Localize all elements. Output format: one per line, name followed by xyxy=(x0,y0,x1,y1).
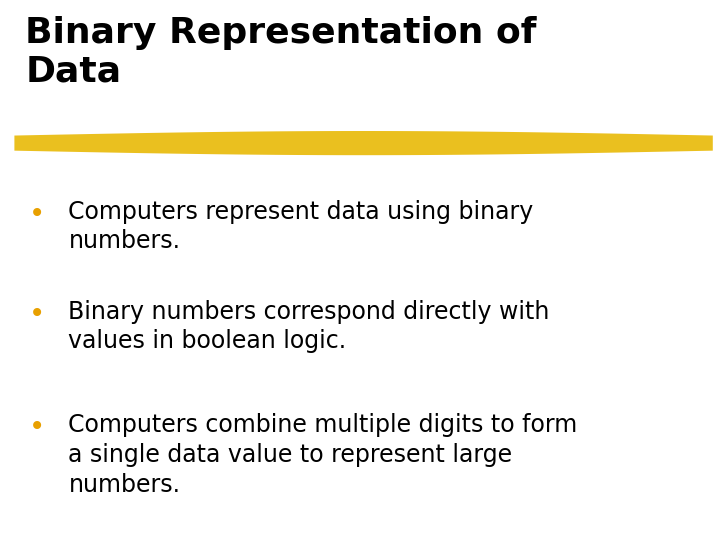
Text: Computers combine multiple digits to form
a single data value to represent large: Computers combine multiple digits to for… xyxy=(68,413,577,496)
Text: Binary Representation of
Data: Binary Representation of Data xyxy=(25,16,536,88)
Text: Binary numbers correspond directly with
values in boolean logic.: Binary numbers correspond directly with … xyxy=(68,300,550,353)
Polygon shape xyxy=(14,131,713,155)
Text: •: • xyxy=(29,200,45,228)
Text: •: • xyxy=(29,300,45,328)
Text: •: • xyxy=(29,413,45,441)
Text: Computers represent data using binary
numbers.: Computers represent data using binary nu… xyxy=(68,200,534,253)
